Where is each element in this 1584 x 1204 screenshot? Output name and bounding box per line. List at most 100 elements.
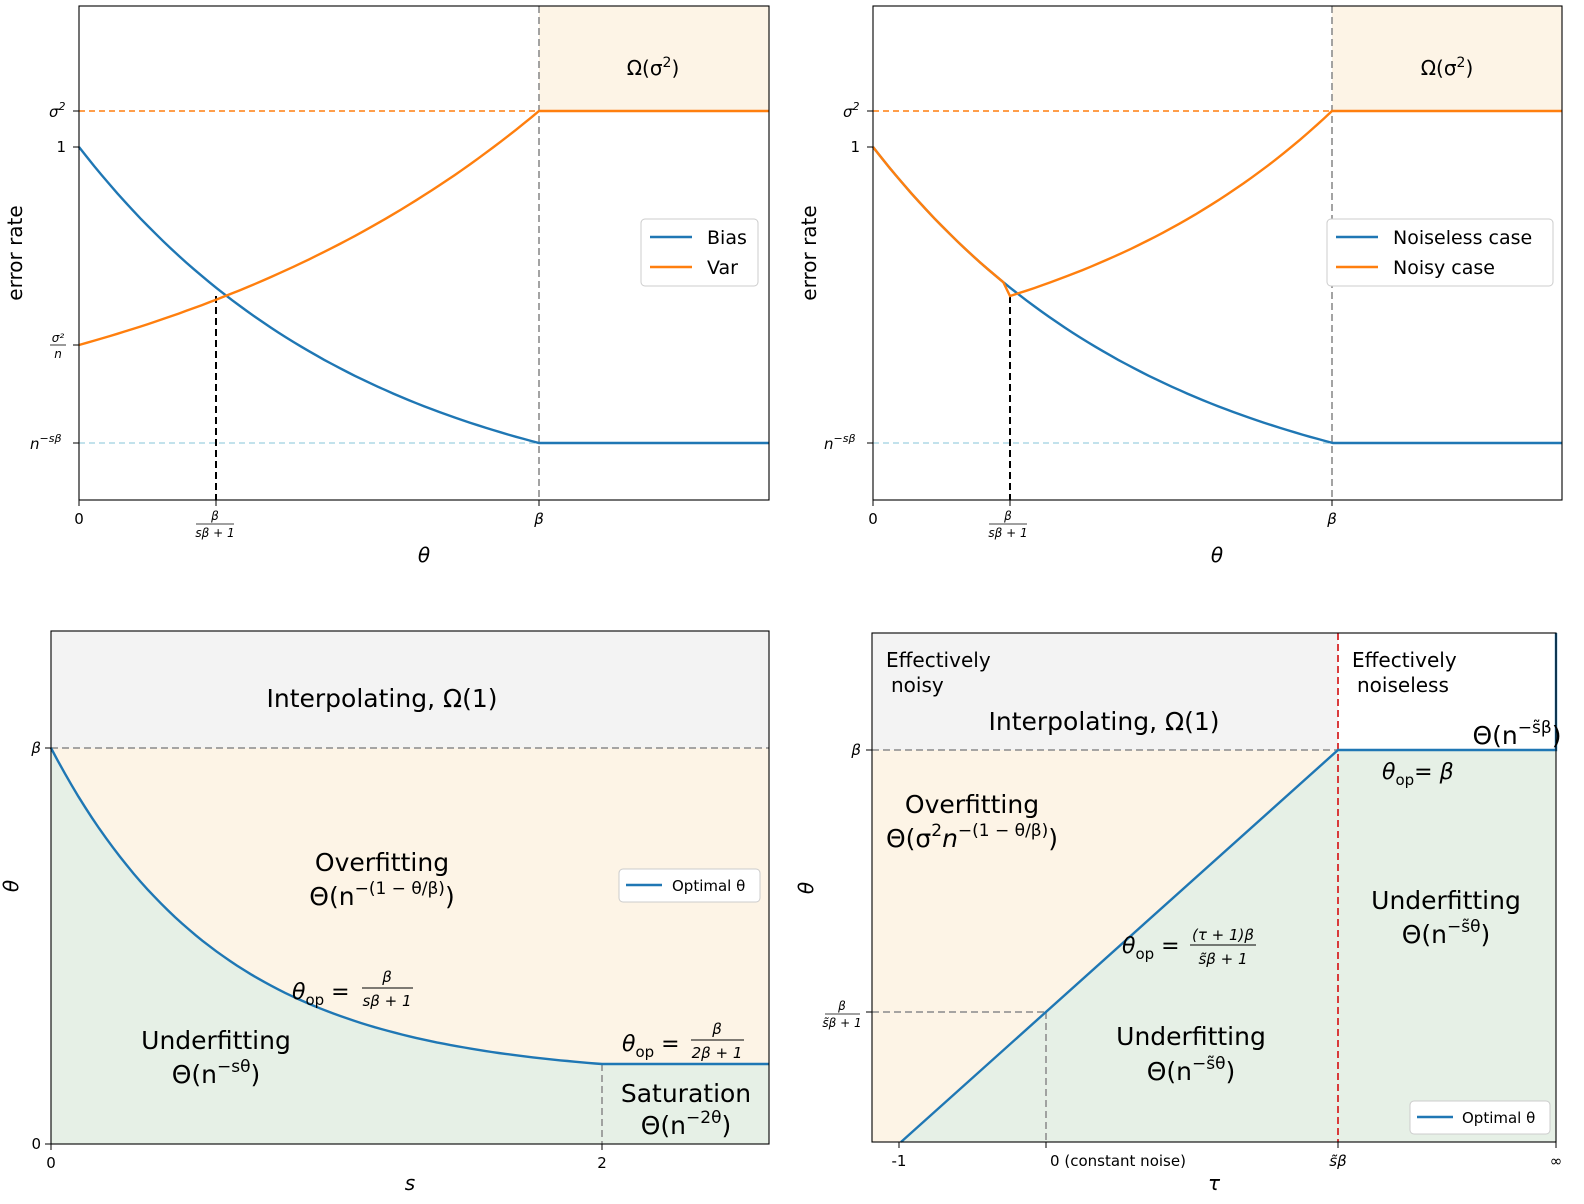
svg-text:2β + 1: 2β + 1 — [692, 1044, 743, 1062]
y-axis-label: θ — [0, 880, 23, 892]
x-tick-inf: ∞ — [1550, 1152, 1563, 1170]
interpolating-label: Interpolating, Ω(1) — [267, 684, 498, 713]
underfitting-right-label: Underfitting — [1371, 886, 1521, 915]
legend-optimal: Optimal θ — [1462, 1109, 1535, 1127]
legend-var: Var — [707, 257, 738, 279]
x-tick-0: 0 (constant noise) — [1050, 1152, 1186, 1170]
svg-text:θop =: θop = — [1122, 934, 1180, 963]
axes-frame — [871, 632, 1557, 1143]
x-tick-frac-num: β — [1003, 509, 1012, 523]
y-tick-1: 1 — [850, 138, 860, 156]
legend-optimal: Optimal θ — [672, 877, 745, 895]
y-tick-nsb: n−sβ — [30, 432, 61, 453]
axes-frame — [50, 630, 770, 1145]
y-tick-frac-num: β — [837, 999, 846, 1013]
y-tick-sigma: σ2 — [843, 100, 860, 121]
omega-region — [539, 6, 769, 111]
eq-theta-op-2: θop = β 2β + 1 — [622, 1020, 744, 1062]
y-tick-frac-den: s̃β + 1 — [822, 1016, 861, 1030]
overfitting-label: Overfitting — [905, 790, 1039, 819]
y-axis-label: θ — [794, 882, 818, 894]
y-tick-sigma: σ2 — [49, 100, 66, 121]
x-tick-frac-den: sβ + 1 — [195, 526, 234, 540]
axes-frame — [78, 5, 770, 501]
x-tick-frac-num: β — [210, 509, 219, 523]
overfitting-region — [872, 750, 1338, 1142]
omega-label: Ω(σ2) — [1421, 55, 1474, 80]
legend-noiseless: Noiseless case — [1393, 227, 1532, 249]
x-tick-beta: β — [533, 510, 544, 528]
y-axis-label: error rate — [3, 205, 27, 300]
legend: Optimal θ — [618, 868, 761, 903]
overfitting-rate: Θ(σ2n−(1 − θ/β)) — [886, 821, 1058, 853]
omega-region — [1332, 6, 1562, 111]
underfitting-middle-label: Underfitting — [1116, 1022, 1266, 1051]
underfitting-right-rate: Θ(n−s̃θ) — [1402, 917, 1491, 949]
x-tick-m1: -1 — [892, 1152, 907, 1170]
x-tick-0: 0 — [74, 510, 84, 528]
svg-text:(τ + 1)β: (τ + 1)β — [1192, 926, 1254, 944]
svg-text:sβ + 1: sβ + 1 — [362, 992, 411, 1010]
eq-theta-op-1: θop = β sβ + 1 — [292, 968, 413, 1010]
svg-text:θop =: θop = — [292, 980, 350, 1009]
interpolating-region — [872, 633, 1338, 750]
underfitting-region — [51, 748, 769, 1144]
noiseless-curve — [872, 146, 1562, 445]
interpolating-region — [51, 631, 769, 748]
y-tick-sn-den: n — [54, 347, 62, 361]
x-tick-0: 0 — [868, 510, 878, 528]
y-tick-beta: β — [850, 741, 861, 759]
panel-phase-tau: -1 0 (constant noise) s̃β ∞ β β s̃β + 1 … — [794, 632, 1563, 1195]
noisy-curve — [872, 109, 1562, 298]
eq-theta-op-beta: θop= β — [1382, 760, 1454, 789]
effectively-noiseless-label-1: Effectively — [1352, 648, 1457, 672]
y-tick-sn-num: σ² — [52, 331, 65, 345]
var-curve — [78, 109, 769, 347]
legend-noisy: Noisy case — [1393, 257, 1495, 279]
panel-bias-variance: 0 β β sβ + 1 σ2 1 σ² n n−sβ Ω(σ2) θ erro… — [3, 5, 770, 567]
panel-phase-s: 0 2 0 β s θ Interpolating, Ω(1) Overfitt… — [0, 630, 770, 1195]
x-tick-frac-den: sβ + 1 — [988, 526, 1027, 540]
axes-frame — [872, 5, 1563, 501]
optimal-theta-curve — [49, 747, 769, 1066]
x-axis-label: τ — [1208, 1171, 1221, 1195]
panel-noise-cases: 0 β β sβ + 1 σ2 1 n−sβ Ω(σ2) θ error rat… — [797, 5, 1563, 567]
x-tick-2: 2 — [597, 1154, 607, 1172]
x-tick-0: 0 — [46, 1154, 56, 1172]
x-tick-beta: β — [1326, 510, 1337, 528]
y-tick-1: 1 — [56, 138, 66, 156]
y-tick-beta: β — [30, 739, 41, 757]
svg-text:θop =: θop = — [622, 1032, 680, 1061]
interpolating-label: Interpolating, Ω(1) — [989, 707, 1220, 736]
y-axis-label: error rate — [797, 205, 821, 300]
underfitting-rate: Θ(n−sθ) — [172, 1057, 261, 1089]
overfitting-label: Overfitting — [315, 848, 449, 877]
y-tick-nsb: n−sβ — [824, 432, 855, 453]
legend: Optimal θ — [1409, 1100, 1551, 1135]
effectively-noiseless-label-2: noiseless — [1357, 673, 1449, 697]
bias-curve — [78, 146, 769, 445]
omega-label: Ω(σ2) — [627, 55, 680, 80]
x-axis-label: θ — [1211, 543, 1223, 567]
x-axis-label: θ — [418, 543, 430, 567]
underfitting-label: Underfitting — [141, 1026, 291, 1055]
svg-text:β: β — [381, 968, 392, 986]
underfitting-middle-rate: Θ(n−s̃θ) — [1147, 1054, 1236, 1086]
overfitting-rate: Θ(n−(1 − θ/β)) — [309, 879, 454, 911]
overfitting-region — [51, 748, 769, 1064]
effectively-noisy-label-2: noisy — [891, 673, 944, 697]
eq-theta-op-tau: θop = (τ + 1)β s̃β + 1 — [1122, 926, 1256, 968]
x-axis-label: s — [405, 1171, 415, 1195]
svg-text:β: β — [711, 1020, 722, 1038]
x-tick-sbeta: s̃β — [1329, 1152, 1347, 1170]
saturation-rate: Θ(n−2θ) — [641, 1108, 732, 1140]
legend: Noiseless case Noisy case — [1326, 218, 1554, 287]
svg-text:s̃β + 1: s̃β + 1 — [1198, 950, 1247, 968]
effectively-noisy-label-1: Effectively — [886, 648, 991, 672]
y-tick-0: 0 — [31, 1135, 41, 1153]
legend: Bias Var — [640, 218, 759, 287]
noiseless-region — [1338, 633, 1556, 750]
saturation-rate: Θ(n−s̃β) — [1473, 718, 1562, 750]
saturation-label: Saturation — [621, 1079, 751, 1108]
